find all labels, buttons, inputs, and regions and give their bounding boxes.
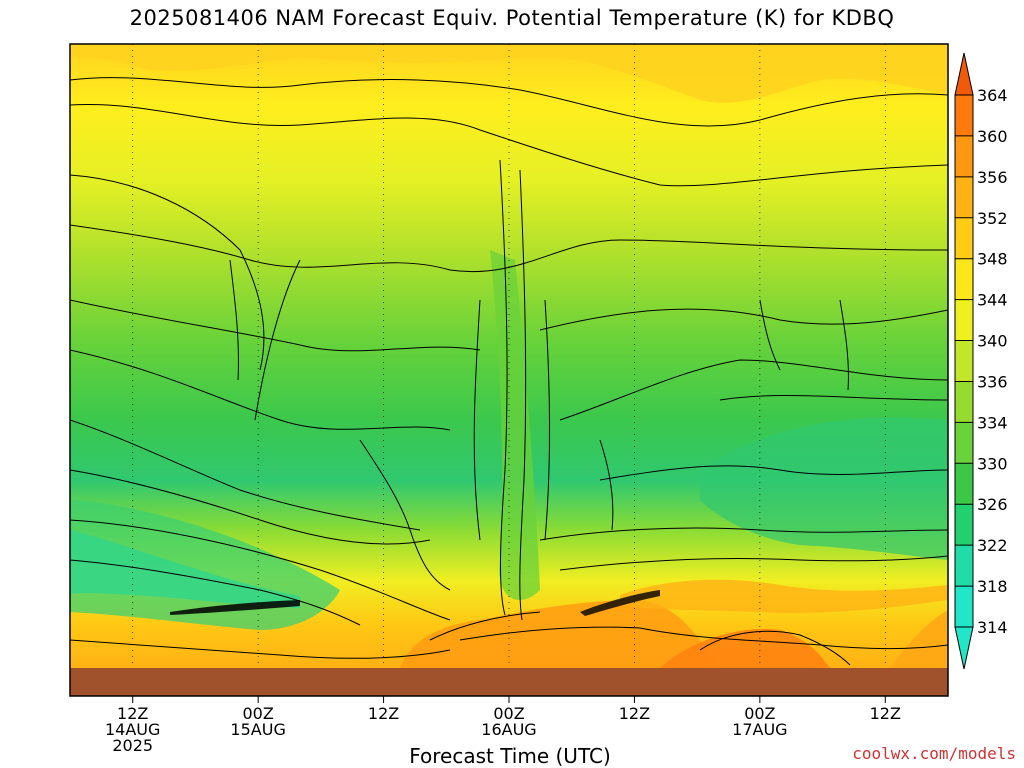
dotted-grid: [132, 44, 886, 668]
x-tick-label: 17AUG: [732, 720, 787, 739]
x-tick-label: 00Z: [744, 704, 775, 723]
x-tick-label: 14AUG: [105, 720, 160, 739]
colorbar-label: 330: [977, 454, 1008, 473]
colorbar-segment: [955, 217, 973, 259]
colorbar-segment: [955, 504, 973, 546]
colorbar: 314 318 322 326 330 334 336 340 344 348 352 356 360 3…: [954, 52, 1008, 670]
colorbar-segment: [955, 586, 973, 627]
colorbar-label: 336: [977, 372, 1008, 391]
colorbar-label: 334: [977, 413, 1008, 432]
colorbar-label: 348: [977, 250, 1008, 269]
colorbar-label: 314: [977, 618, 1008, 637]
colorbar-label: 364: [977, 86, 1008, 105]
colorbar-segment: [955, 463, 973, 505]
colorbar-segment: [955, 299, 973, 341]
upper-orange-band: [70, 44, 948, 103]
chart-title: 2025081406 NAM Forecast Equiv. Potential…: [129, 6, 895, 30]
x-tick-label: 00Z: [242, 704, 273, 723]
ground-fill: [70, 668, 948, 696]
low-level-green-band: [70, 500, 340, 630]
x-tick-label: 2025: [112, 736, 153, 755]
dark-frontal-band-2: [580, 590, 660, 616]
x-tick-label: 16AUG: [481, 720, 536, 739]
colorbar-min-triangle: [954, 626, 974, 670]
colorbar-segment: [955, 176, 973, 218]
colorbar-segment: [955, 381, 973, 423]
colorbar-segment: [955, 422, 973, 464]
low-level-warm-pool-right-edge: [890, 610, 948, 668]
low-level-warm-pool-center: [400, 600, 720, 668]
colorbar-label: 360: [977, 127, 1008, 146]
mid-level-orange-patch: [620, 579, 948, 613]
colorbar-segment: [955, 545, 973, 587]
colorbar-segment: [955, 135, 973, 177]
colorbar-label: 318: [977, 577, 1008, 596]
x-tick-label: 12Z: [619, 704, 650, 723]
colorbar-label: 352: [977, 209, 1008, 228]
dark-frontal-band: [170, 600, 300, 615]
colorbar-label: 326: [977, 495, 1008, 514]
x-tick-label: 00Z: [493, 704, 524, 723]
right-teal-band: [700, 417, 948, 560]
colorbar-label: 340: [977, 332, 1008, 351]
x-tick-label: 12Z: [117, 704, 148, 723]
theta-e-field: [70, 44, 948, 696]
x-tick-label: 15AUG: [230, 720, 285, 739]
colorbar-label: 356: [977, 168, 1008, 187]
colorbar-segment: [955, 340, 973, 382]
x-tick-label: 12Z: [368, 704, 399, 723]
credit-text: coolwx.com/models: [852, 744, 1016, 763]
colorbar-segment: [955, 95, 973, 136]
colorbar-label: 322: [977, 536, 1008, 555]
colorbar-max-triangle: [954, 52, 974, 96]
colorbar-segment: [955, 258, 973, 300]
x-axis-label: Forecast Time (UTC): [409, 744, 611, 768]
colorbar-label: 344: [977, 291, 1008, 310]
x-tick-label: 12Z: [870, 704, 901, 723]
low-level-warm-pool-right: [660, 629, 830, 668]
contour-lines: [70, 77, 948, 666]
